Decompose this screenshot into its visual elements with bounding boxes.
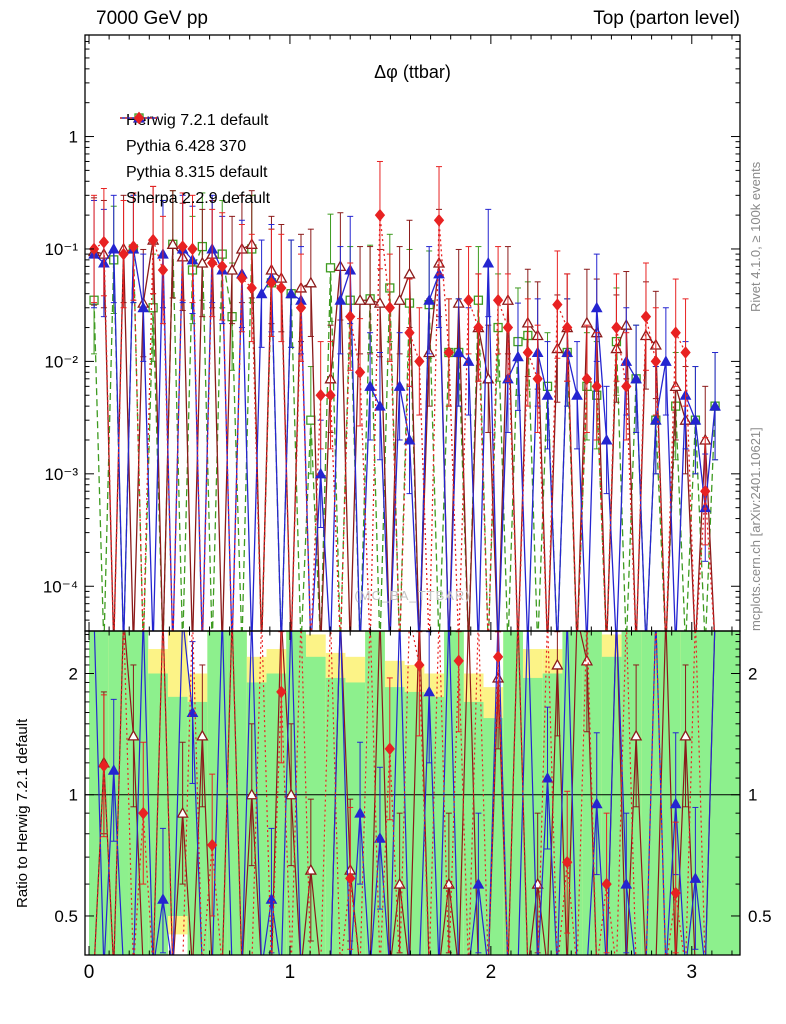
svg-text:10⁻²: 10⁻² — [44, 352, 78, 371]
rivet-version-caption: Rivet 4.1.0, ≥ 100k events — [748, 161, 763, 312]
mcplots-caption: mcplots.cern.ch [arXiv:2401.10621] — [748, 427, 763, 631]
legend-label-sherpa: Sherpa 2.2.9 default — [126, 190, 271, 207]
svg-text:1: 1 — [748, 786, 757, 805]
legend-label-pythia8: Pythia 8.315 default — [126, 164, 268, 181]
svg-text:0.5: 0.5 — [748, 907, 772, 926]
legend: Herwig 7.2.1 default Pythia 6.428 370 Py… — [118, 108, 270, 212]
ratio-axis-label: Ratio to Herwig 7.2.1 default — [14, 718, 31, 908]
legend-label-herwig: Herwig 7.2.1 default — [126, 112, 269, 129]
svg-text:1: 1 — [285, 962, 296, 983]
svg-text:2: 2 — [69, 664, 78, 683]
svg-text:10⁻⁴: 10⁻⁴ — [43, 577, 78, 596]
watermark-text: (MC_BA_TTBAR) — [354, 588, 471, 603]
svg-text:3: 3 — [686, 962, 697, 983]
legend-item-pythia6: Pythia 6.428 370 — [118, 111, 270, 160]
svg-text:0: 0 — [84, 962, 95, 983]
legend-item-sherpa: Sherpa 2.2.9 default — [118, 111, 271, 212]
svg-text:1: 1 — [69, 128, 78, 147]
header-beam-label: 7000 GeV pp — [96, 8, 208, 29]
svg-text:1: 1 — [69, 786, 78, 805]
svg-text:0.5: 0.5 — [54, 907, 78, 926]
svg-text:2: 2 — [748, 664, 757, 683]
plot-title: Δφ (ttbar) — [374, 62, 451, 82]
svg-text:2: 2 — [486, 962, 497, 983]
svg-text:10⁻¹: 10⁻¹ — [44, 240, 78, 259]
legend-label-pythia6: Pythia 6.428 370 — [126, 138, 247, 155]
legend-item-pythia8: Pythia 8.315 default — [118, 111, 270, 186]
svg-text:10⁻³: 10⁻³ — [44, 465, 78, 484]
legend-marker-sherpa-icon — [120, 111, 158, 125]
header-analysis-label: Top (parton level) — [593, 8, 740, 29]
